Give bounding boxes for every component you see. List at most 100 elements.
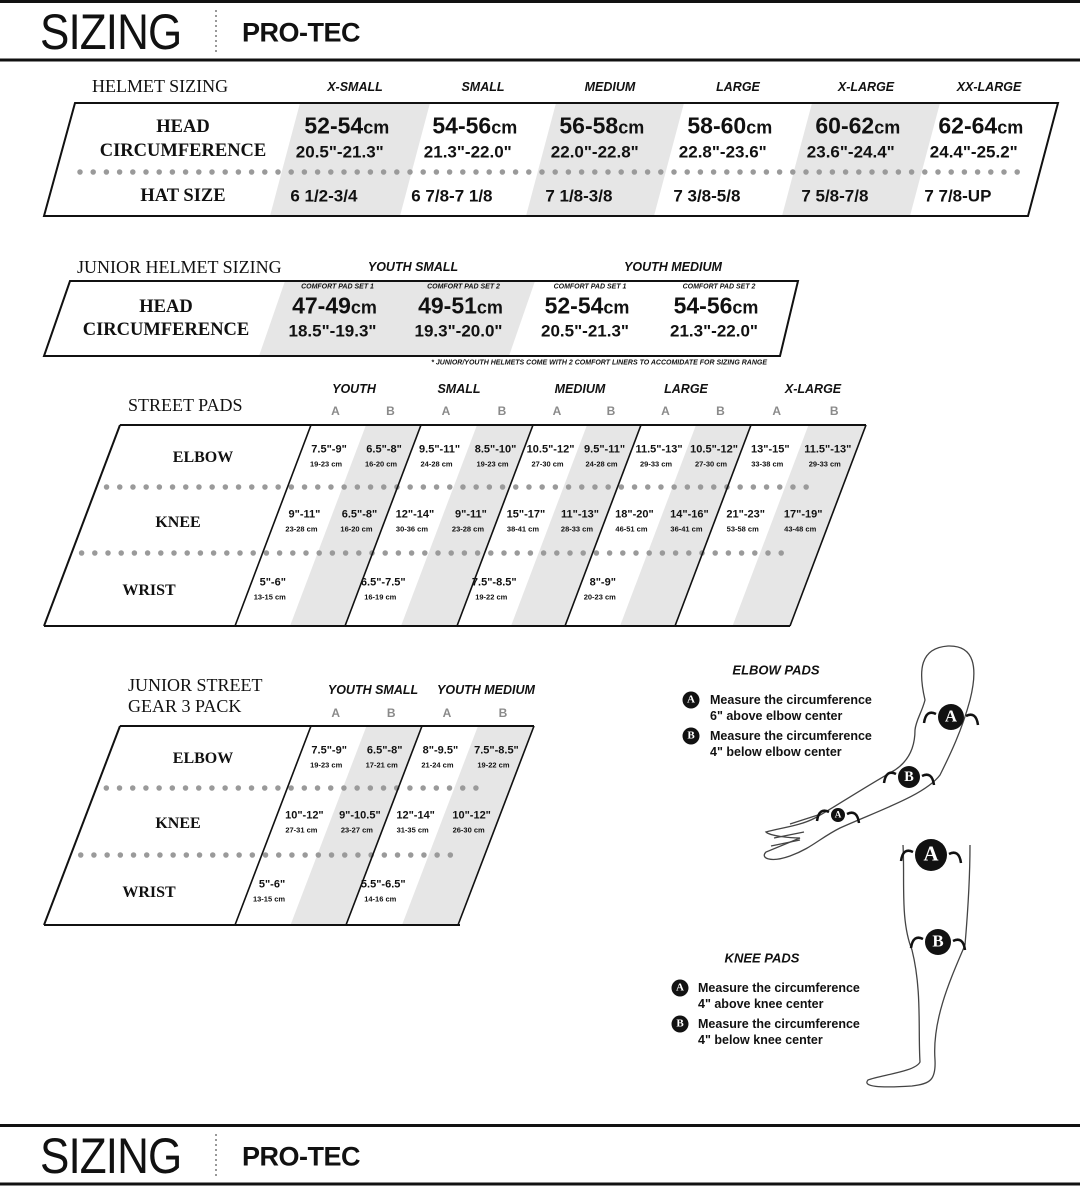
cm-range: 62-64 [938,112,998,139]
guide-instruction: Measure the circumference [710,693,872,707]
inch-range: 7.5"-8.5" [471,576,517,589]
inch-range: 9"-11" [288,508,321,521]
cm-range: 31-35 cm [396,825,429,835]
cm-range: 24-28 cm [585,459,618,469]
inch-range: 10.5"-12" [526,443,575,456]
inch-range: 5"-6" [258,878,286,891]
inch-range: 6.5"-8" [366,443,402,456]
inch-range: 22.8"-23.6" [678,142,767,162]
shaded-column-b [401,425,533,626]
row-label-elbow: ELBOW [172,449,234,466]
cm-unit: cm [491,117,518,138]
cm-range: 23-28 cm [285,524,318,534]
inch-range: 13"-15" [751,443,790,456]
group-divider [456,424,534,627]
inch-range: 10"-12" [452,809,491,822]
group-divider [234,725,312,926]
helmet-sizing-title: HELMET SIZING [92,76,229,96]
size-header: SMALL [437,381,481,396]
hat-size: 7 7/8-UP [924,186,992,206]
cm-range: 21-24 cm [421,760,454,770]
cm-unit: cm [476,297,503,318]
elbow-guide-title: ELBOW PADS [732,662,820,678]
inch-range: 17"-19" [783,508,823,521]
row-label-head: HEAD [156,116,210,137]
cm-unit: cm [732,297,759,318]
inch-range: 24.4"-25.2" [929,142,1018,162]
cm-range: 23-27 cm [340,825,373,835]
hand-fingers [770,814,819,847]
inch-range: 18.5"-19.3" [288,321,377,341]
inch-range: 9"-10.5" [339,809,381,822]
measure-arrow-icon [899,849,914,862]
cm-value: 60-62cm [815,112,901,139]
sub-column-b: B [716,404,725,418]
table-left-edge [43,725,121,926]
cm-range: 19-23 cm [309,459,343,469]
size-header: XX-LARGE [956,79,1022,94]
row-label-head: HEAD [139,296,193,317]
inch-range: 10"-12" [285,809,324,822]
cm-range: 17-21 cm [365,760,398,770]
inch-range: 15"-17" [506,508,546,521]
row-label-wrist: WRIST [122,582,176,599]
inch-range: 9"-11" [455,508,487,521]
cm-range: 27-30 cm [531,459,564,469]
hat-size: 7 3/8-5/8 [673,186,741,206]
junior-helmet-footnote: * JUNIOR/YOUTH HELMETS COME WITH 2 COMFO… [431,359,767,367]
sub-column-b: B [498,706,508,720]
cm-value: 54-56cm [674,294,759,318]
row-label-circumference: CIRCUMFERENCE [82,319,250,340]
cm-value: 54-56cm [432,114,518,138]
inch-range: 21.3"-22.0" [423,142,512,162]
cm-value: 52-54cm [545,294,630,318]
junior-helmet-title: JUNIOR HELMET SIZING [77,257,282,277]
cm-range: 60-62 [815,112,875,139]
inch-range: 9.5"-11" [419,443,461,456]
guide-instruction: Measure the circumference [698,981,860,995]
group-divider [457,725,535,926]
cm-range: 30-36 cm [395,524,429,534]
cm-range: 16-20 cm [364,459,398,469]
cm-range: 28-33 cm [560,524,594,534]
group-divider [674,424,752,627]
comfort-pad-label: COMFORT PAD SET 2 [682,283,756,291]
cm-unit: cm [363,117,390,138]
cm-range: 13-15 cm [252,894,286,904]
cm-unit: cm [350,297,377,318]
cm-range: 19-22 cm [477,760,510,770]
cm-range: 29-33 cm [808,459,841,469]
sub-column-b: B [386,404,395,418]
street-pads-title: STREET PADS [128,395,243,415]
row-label-knee: KNEE [155,815,201,832]
cm-unit: cm [874,117,901,138]
size-header: X-SMALL [327,79,383,94]
guide-instruction: 6" above elbow center [710,709,843,723]
cm-range: 52-54 [304,112,364,139]
cm-range: 27-30 cm [694,459,728,469]
inch-range: 18"-20" [615,508,654,521]
junior-helmet-table-border [42,280,800,357]
size-header: MEDIUM [554,381,606,396]
inch-range: 7.5"-9" [311,443,347,456]
shaded-column-b [290,425,421,626]
inch-range: 12"-14" [395,508,435,521]
sub-column-a: A [441,404,451,418]
inch-range: 6.5"-8" [341,508,378,521]
measure-arrow-icon [909,936,924,949]
cm-range: 53-58 cm [726,524,759,534]
shaded-column-b [620,425,751,626]
cm-range: 49-51 [418,292,477,319]
cm-range: 19-23 cm [476,459,509,469]
cm-value: 62-64cm [938,112,1023,139]
inch-range: 7.5"-8.5" [474,744,519,757]
shaded-column [270,103,430,216]
cm-unit: cm [603,297,630,318]
shaded-column-b [402,726,534,925]
row-label-hat-size: HAT SIZE [140,185,226,206]
knee-guide-title: KNEE PADS [724,950,800,966]
cm-range: 38-41 cm [506,524,540,534]
shaded-column [526,103,684,216]
diagram-badge-label: A [923,842,939,866]
